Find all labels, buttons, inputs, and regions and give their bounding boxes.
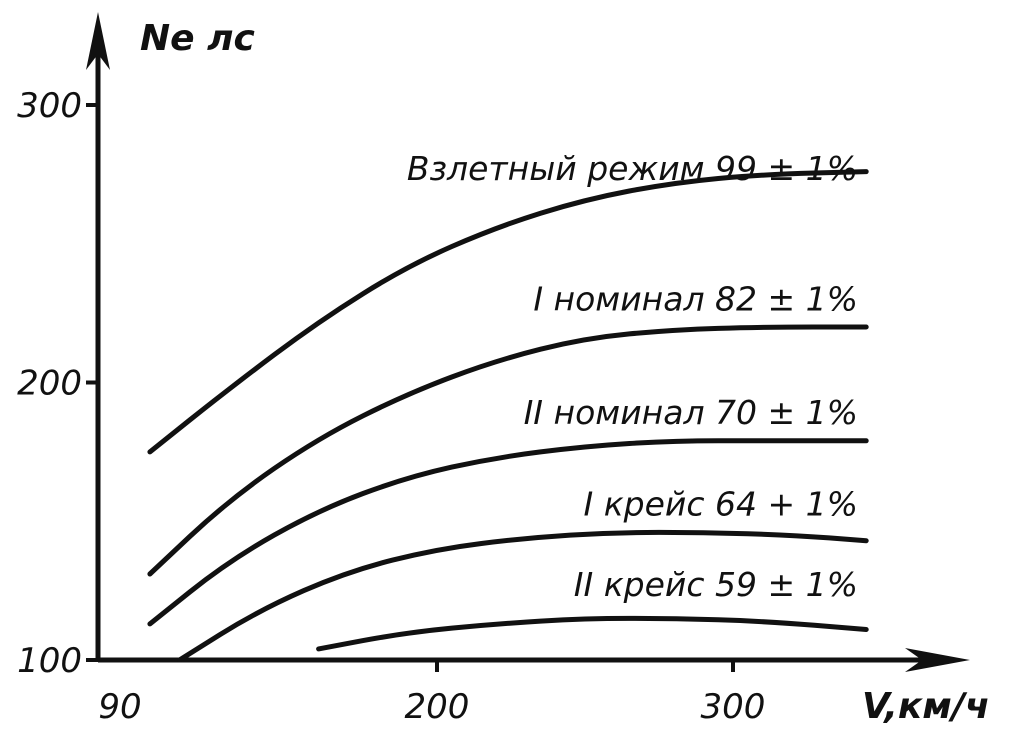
x-axis-label: V,км/ч — [862, 686, 990, 727]
series-curve-4 — [177, 529, 869, 663]
series-curve-1 — [147, 169, 869, 455]
x-tick-label: 300 — [701, 687, 766, 727]
x-axis-arrow — [905, 648, 970, 672]
series-curve-2 — [147, 324, 869, 577]
x-tick-label: 90 — [98, 687, 141, 727]
series-curve-5 — [316, 615, 869, 652]
series-label-2: I номинал 82 ± 1% — [533, 279, 858, 318]
y-axis-label: Ne лс — [140, 18, 255, 59]
series-label-1: Взлетный режим 99 ± 1% — [407, 149, 858, 188]
y-axis-arrow — [86, 12, 110, 70]
y-tick-label: 200 — [17, 364, 82, 404]
series-label-5: II крейс 59 ± 1% — [574, 565, 858, 604]
series-curve-3 — [147, 438, 869, 627]
x-tick-label: 200 — [405, 687, 470, 727]
series-label-3: II номинал 70 ± 1% — [524, 393, 858, 432]
y-tick-label: 300 — [17, 86, 82, 126]
series-label-4: I крейс 64 + 1% — [584, 485, 858, 524]
y-tick-label: 100 — [17, 641, 82, 681]
